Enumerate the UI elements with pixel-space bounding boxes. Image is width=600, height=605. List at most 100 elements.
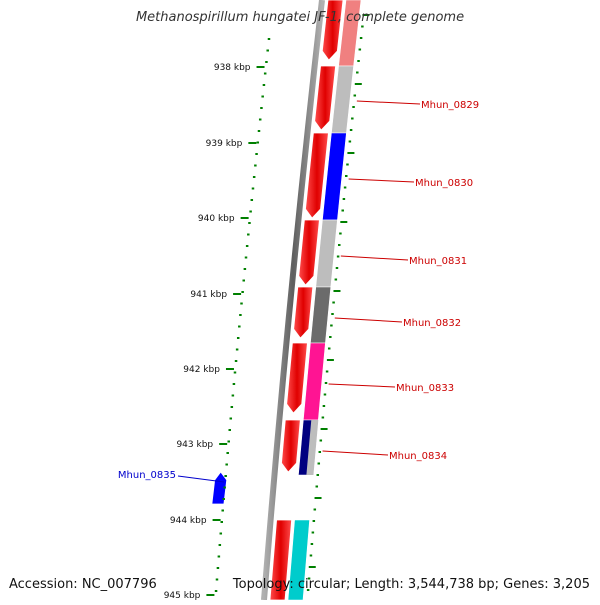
forward-cds-arrow	[293, 286, 314, 339]
tick-mark	[222, 498, 225, 500]
tick-mark	[238, 325, 241, 328]
tick-mark	[249, 210, 252, 213]
gene-label: Mhun_0832	[403, 318, 461, 329]
major-tick-mark	[212, 519, 221, 521]
tick-mark	[233, 371, 237, 374]
inner-tick-ring: 938 kbp 939 kbp 940 kbp 941 kbp 942 kbp 943 k…	[164, 38, 271, 601]
tick-mark	[256, 141, 260, 144]
tick-mark	[336, 255, 340, 258]
tick-mark	[333, 290, 341, 292]
kbp-tick-label: 943 kbp	[176, 440, 213, 450]
tick-mark	[236, 337, 240, 339]
tick-mark	[251, 187, 255, 190]
tick-mark	[267, 38, 271, 40]
tick-mark	[311, 531, 315, 534]
tick-mark	[262, 84, 266, 86]
tick-mark	[331, 313, 334, 315]
tick-mark	[266, 49, 269, 52]
gene-label: Mhun_0831	[409, 256, 467, 267]
tick-mark	[357, 60, 360, 62]
tick-mark	[340, 221, 348, 223]
tick-mark	[348, 140, 352, 143]
tick-mark	[325, 370, 329, 373]
gene-label-ring: Mhun_0829 Mhun_0830 Mhun_0831 Mhun_0832 Mhun…	[118, 100, 479, 483]
major-tick-mark	[256, 66, 265, 68]
genome-backbone	[261, 0, 325, 601]
tick-mark	[358, 48, 362, 51]
tick-mark	[329, 336, 332, 338]
tick-mark	[230, 406, 234, 408]
tick-mark	[219, 532, 223, 535]
tick-mark	[248, 222, 251, 224]
tick-mark	[245, 245, 249, 247]
tick-mark	[341, 209, 344, 212]
kbp-tick-label: 941 kbp	[190, 290, 227, 300]
tick-mark	[217, 555, 221, 558]
major-tick-mark	[240, 217, 249, 219]
kbp-tick-label: 942 kbp	[183, 365, 220, 375]
tick-mark	[229, 417, 233, 420]
tick-mark	[339, 232, 342, 235]
kbp-tick-label: 938 kbp	[214, 63, 251, 73]
tick-mark	[347, 152, 355, 154]
tick-mark	[258, 118, 262, 121]
tick-mark	[314, 497, 322, 499]
tick-mark	[335, 267, 339, 269]
tick-mark	[319, 439, 323, 442]
tick-mark	[361, 25, 364, 28]
tick-mark	[224, 475, 227, 477]
map-title: Methanospirillum hungatei JF-1, complete…	[135, 10, 465, 25]
accession-text: Accession: NC_007796	[9, 577, 157, 592]
tick-mark	[321, 416, 325, 419]
tick-mark	[320, 428, 328, 430]
tick-mark	[257, 130, 261, 132]
forward-cds-arrow	[321, 0, 344, 61]
gene-leader-line	[328, 383, 396, 388]
tick-mark	[252, 176, 256, 178]
tick-mark	[351, 117, 354, 120]
gene-label: Mhun_0830	[415, 178, 473, 189]
major-tick-mark	[219, 443, 228, 445]
tick-mark	[359, 37, 363, 39]
outer-tick-ring	[306, 14, 370, 591]
tick-mark	[242, 279, 245, 282]
tick-mark	[317, 462, 321, 465]
tick-mark	[346, 163, 349, 166]
gene-leader-line	[334, 317, 403, 323]
tick-mark	[332, 301, 335, 304]
tick-mark	[227, 440, 230, 443]
tick-mark	[214, 590, 218, 592]
tick-mark	[349, 129, 353, 131]
genome-summary-text: Topology: circular; Length: 3,544,738 bp…	[232, 577, 590, 592]
major-tick-mark	[206, 594, 215, 596]
tick-mark	[307, 577, 311, 580]
forward-cds-arrow	[281, 419, 301, 473]
tick-mark	[338, 244, 341, 246]
tick-mark	[234, 360, 238, 362]
cog-ring	[287, 0, 362, 601]
kbp-tick-label: 945 kbp	[164, 591, 201, 600]
tick-mark	[326, 359, 334, 361]
tick-mark	[232, 383, 236, 385]
gene-leader-line	[177, 475, 225, 483]
tick-mark	[330, 324, 333, 327]
gene-leader-line	[348, 178, 415, 183]
reverse-cds-arrow	[211, 471, 228, 505]
kbp-tick-label: 939 kbp	[206, 139, 243, 149]
tick-mark	[255, 153, 258, 155]
tick-mark	[342, 198, 346, 200]
tick-mark	[308, 566, 316, 568]
tick-mark	[228, 429, 231, 431]
tick-mark	[247, 233, 250, 236]
tick-mark	[324, 382, 328, 384]
tick-mark	[225, 463, 228, 466]
tick-mark	[218, 544, 222, 546]
tick-mark	[216, 567, 220, 569]
cog-segment	[310, 286, 332, 344]
tick-mark	[223, 486, 226, 489]
tick-mark	[354, 83, 362, 85]
cog-segment	[315, 219, 338, 288]
tick-mark	[352, 106, 355, 108]
